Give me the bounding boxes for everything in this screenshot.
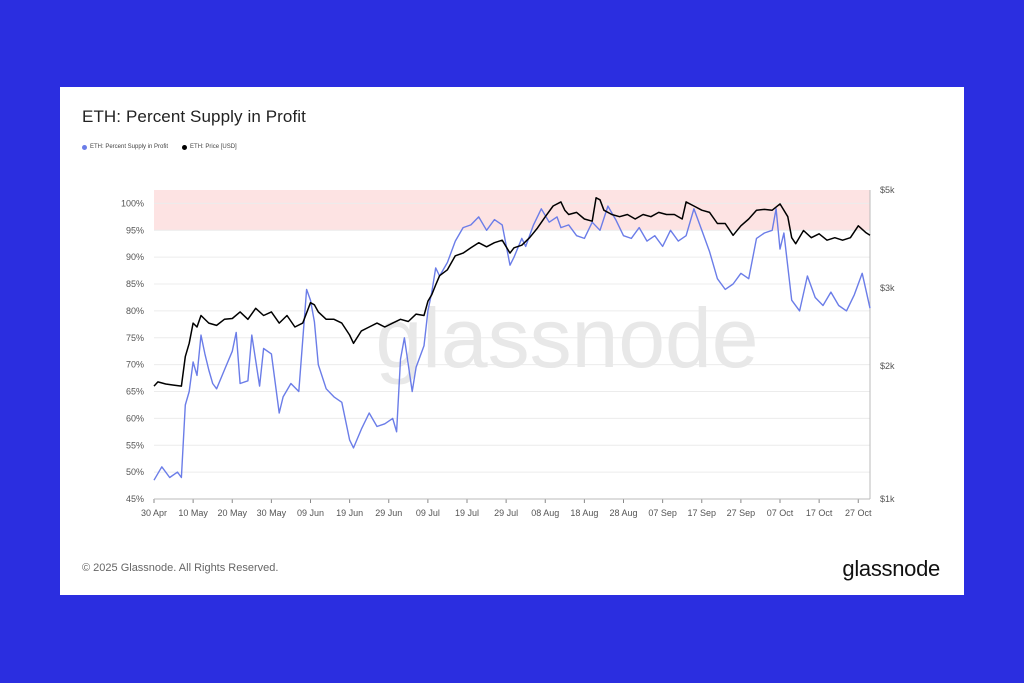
series-line-price (153, 197, 871, 387)
x-tick-label: 10 May (178, 508, 208, 518)
x-tick-label: 28 Aug (609, 508, 637, 518)
profit-band (154, 190, 870, 231)
y-left-tick-label: 90% (126, 252, 144, 262)
legend-label-supply: ETH: Percent Supply in Profit (90, 144, 169, 150)
y-right-tick-label: $1k (880, 494, 895, 504)
y-left-tick-label: 65% (126, 387, 144, 397)
x-tick-label: 27 Sep (727, 508, 756, 518)
x-tick-label: 08 Aug (531, 508, 559, 518)
y-left-tick-label: 75% (126, 333, 144, 343)
x-tick-label: 29 Jul (494, 508, 518, 518)
y-left-tick-label: 85% (126, 279, 144, 289)
x-tick-label: 17 Oct (806, 508, 833, 518)
y-left-tick-label: 95% (126, 225, 144, 235)
chart-title: ETH: Percent Supply in Profit (82, 107, 306, 126)
copyright-text: © 2025 Glassnode. All Rights Reserved. (82, 562, 279, 574)
x-tick-label: 09 Jul (416, 508, 440, 518)
x-tick-label: 09 Jun (297, 508, 324, 518)
chart-plot: glassnode 45% 50% 55% 60% 65% 70% 75% 80% 85% 90%… (121, 185, 895, 518)
x-tick-label: 07 Oct (767, 508, 794, 518)
y-right-tick-label: $3k (880, 283, 895, 293)
y-left-tick-label: 80% (126, 306, 144, 316)
x-tick-label: 17 Sep (687, 508, 716, 518)
x-tick-label: 19 Jul (455, 508, 479, 518)
y-right-tick-label: $5k (880, 185, 895, 195)
y-right-tick-label: $2k (880, 361, 895, 371)
legend-item-supply[interactable]: ETH: Percent Supply in Profit (82, 144, 168, 150)
legend-item-price[interactable]: ETH: Price [USD] (182, 144, 237, 150)
x-tick-label: 27 Oct (845, 508, 872, 518)
y-left-tick-label: 50% (126, 467, 144, 477)
x-tick-label: 30 Apr (141, 508, 167, 518)
x-tick-label: 29 Jun (375, 508, 402, 518)
y-left-tick-label: 45% (126, 494, 144, 504)
x-tick-label: 20 May (217, 508, 247, 518)
legend-dot-supply (82, 144, 87, 150)
series-line-supply-in-profit (153, 205, 871, 481)
x-tick-label: 07 Sep (648, 508, 677, 518)
x-tick-label: 19 Jun (336, 508, 363, 518)
chart-card: ETH: Percent Supply in Profit ETH: Perce… (60, 87, 964, 595)
y-left-tick-label: 55% (126, 440, 144, 450)
legend-label-price: ETH: Price [USD] (190, 144, 237, 150)
glassnode-logo: glassnode (842, 556, 940, 581)
x-tick-label: 18 Aug (570, 508, 598, 518)
legend-dot-price (182, 144, 188, 150)
y-left-tick-label: 70% (126, 360, 144, 370)
watermark-text: glassnode (376, 291, 759, 385)
x-tick-label: 30 May (257, 508, 287, 518)
chart-legend: ETH: Percent Supply in Profit ETH: Price… (82, 144, 237, 150)
y-left-tick-label: 100% (121, 198, 144, 208)
y-left-tick-label: 60% (126, 413, 144, 423)
